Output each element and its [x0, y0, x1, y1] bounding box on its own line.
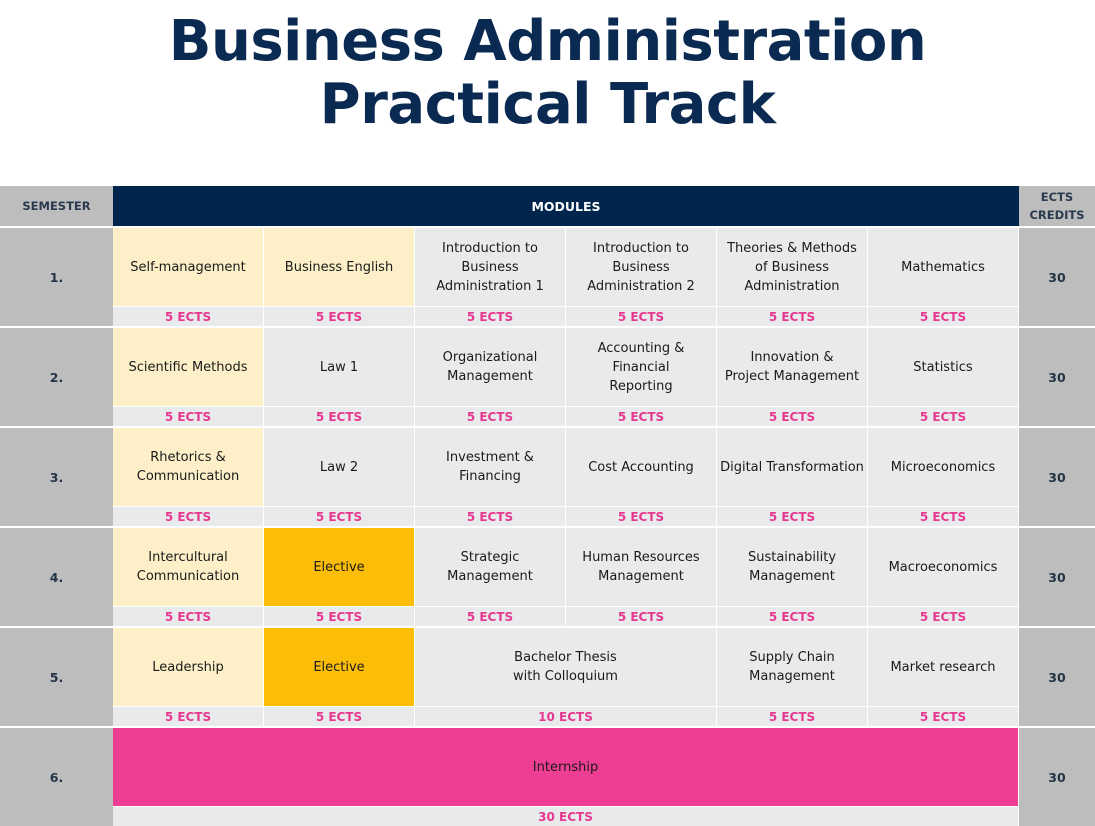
module-ects: 5 ECTS — [415, 306, 566, 326]
semester-label: 1. — [0, 226, 113, 326]
header-ects-credits: ECTS CREDITS — [1019, 186, 1095, 226]
module-cell: Organizational Management — [415, 326, 566, 406]
page-title: Business Administration Practical Track — [0, 10, 1095, 136]
module-cell: Macroeconomics — [868, 526, 1019, 606]
module-cell: Law 1 — [264, 326, 415, 406]
module-ects: 5 ECTS — [566, 606, 717, 626]
module-cell: Sustainability Management — [717, 526, 868, 606]
semester-credits: 30 — [1019, 426, 1095, 526]
module-ects: 5 ECTS — [868, 406, 1019, 426]
module-ects: 5 ECTS — [264, 606, 415, 626]
semester-label: 6. — [0, 726, 113, 826]
title-line-1: Business Administration — [168, 9, 927, 74]
module-ects: 5 ECTS — [113, 606, 264, 626]
module-cell: Theories & Methods of Business Administr… — [717, 226, 868, 306]
module-ects: 5 ECTS — [868, 506, 1019, 526]
semester-label: 3. — [0, 426, 113, 526]
module-cell: Innovation & Project Management — [717, 326, 868, 406]
semester-label: 4. — [0, 526, 113, 626]
module-cell: Cost Accounting — [566, 426, 717, 506]
title-line-2: Practical Track — [319, 72, 776, 137]
module-ects: 10 ECTS — [415, 706, 717, 726]
module-cell: Bachelor Thesis with Colloquium — [415, 626, 717, 706]
header-modules: MODULES — [113, 186, 1019, 226]
module-ects: 5 ECTS — [264, 506, 415, 526]
semester-label: 5. — [0, 626, 113, 726]
module-ects: 5 ECTS — [566, 506, 717, 526]
semester-credits: 30 — [1019, 626, 1095, 726]
semester-credits: 30 — [1019, 226, 1095, 326]
semester-credits: 30 — [1019, 526, 1095, 626]
module-cell: Business English — [264, 226, 415, 306]
module-cell: Market research — [868, 626, 1019, 706]
curriculum-table: SEMESTER MODULES ECTS CREDITS 1. Self-man… — [0, 186, 1095, 826]
module-cell: Introduction to Business Administration … — [566, 226, 717, 306]
module-ects: 5 ECTS — [415, 506, 566, 526]
semester-credits: 30 — [1019, 326, 1095, 426]
module-cell: Microeconomics — [868, 426, 1019, 506]
module-ects: 5 ECTS — [415, 406, 566, 426]
module-ects: 5 ECTS — [717, 306, 868, 326]
module-cell: Internship — [113, 726, 1019, 806]
module-cell: Intercultural Communication — [113, 526, 264, 606]
module-cell: Introduction to Business Administration … — [415, 226, 566, 306]
module-cell: Strategic Management — [415, 526, 566, 606]
module-ects: 5 ECTS — [113, 506, 264, 526]
module-cell: Elective — [264, 526, 415, 606]
module-cell: Statistics — [868, 326, 1019, 406]
module-ects: 5 ECTS — [868, 706, 1019, 726]
module-ects: 5 ECTS — [113, 306, 264, 326]
module-ects: 5 ECTS — [113, 406, 264, 426]
module-cell: Human Resources Management — [566, 526, 717, 606]
module-cell: Supply Chain Management — [717, 626, 868, 706]
module-cell: Rhetorics & Communication — [113, 426, 264, 506]
module-ects: 5 ECTS — [415, 606, 566, 626]
module-cell: Scientific Methods — [113, 326, 264, 406]
module-cell: Mathematics — [868, 226, 1019, 306]
module-ects: 30 ECTS — [113, 806, 1019, 826]
module-ects: 5 ECTS — [264, 406, 415, 426]
module-ects: 5 ECTS — [868, 606, 1019, 626]
module-cell: Investment & Financing — [415, 426, 566, 506]
semester-credits: 30 — [1019, 726, 1095, 826]
module-ects: 5 ECTS — [717, 406, 868, 426]
module-ects: 5 ECTS — [566, 306, 717, 326]
module-ects: 5 ECTS — [868, 306, 1019, 326]
module-cell: Leadership — [113, 626, 264, 706]
module-cell: Accounting & Financial Reporting — [566, 326, 717, 406]
module-cell: Elective — [264, 626, 415, 706]
header-semester: SEMESTER — [0, 186, 113, 226]
semester-label: 2. — [0, 326, 113, 426]
module-cell: Self-management — [113, 226, 264, 306]
module-ects: 5 ECTS — [264, 306, 415, 326]
module-ects: 5 ECTS — [566, 406, 717, 426]
module-ects: 5 ECTS — [264, 706, 415, 726]
module-cell: Law 2 — [264, 426, 415, 506]
module-cell: Digital Transformation — [717, 426, 868, 506]
module-ects: 5 ECTS — [717, 506, 868, 526]
module-ects: 5 ECTS — [717, 606, 868, 626]
module-ects: 5 ECTS — [717, 706, 868, 726]
module-ects: 5 ECTS — [113, 706, 264, 726]
